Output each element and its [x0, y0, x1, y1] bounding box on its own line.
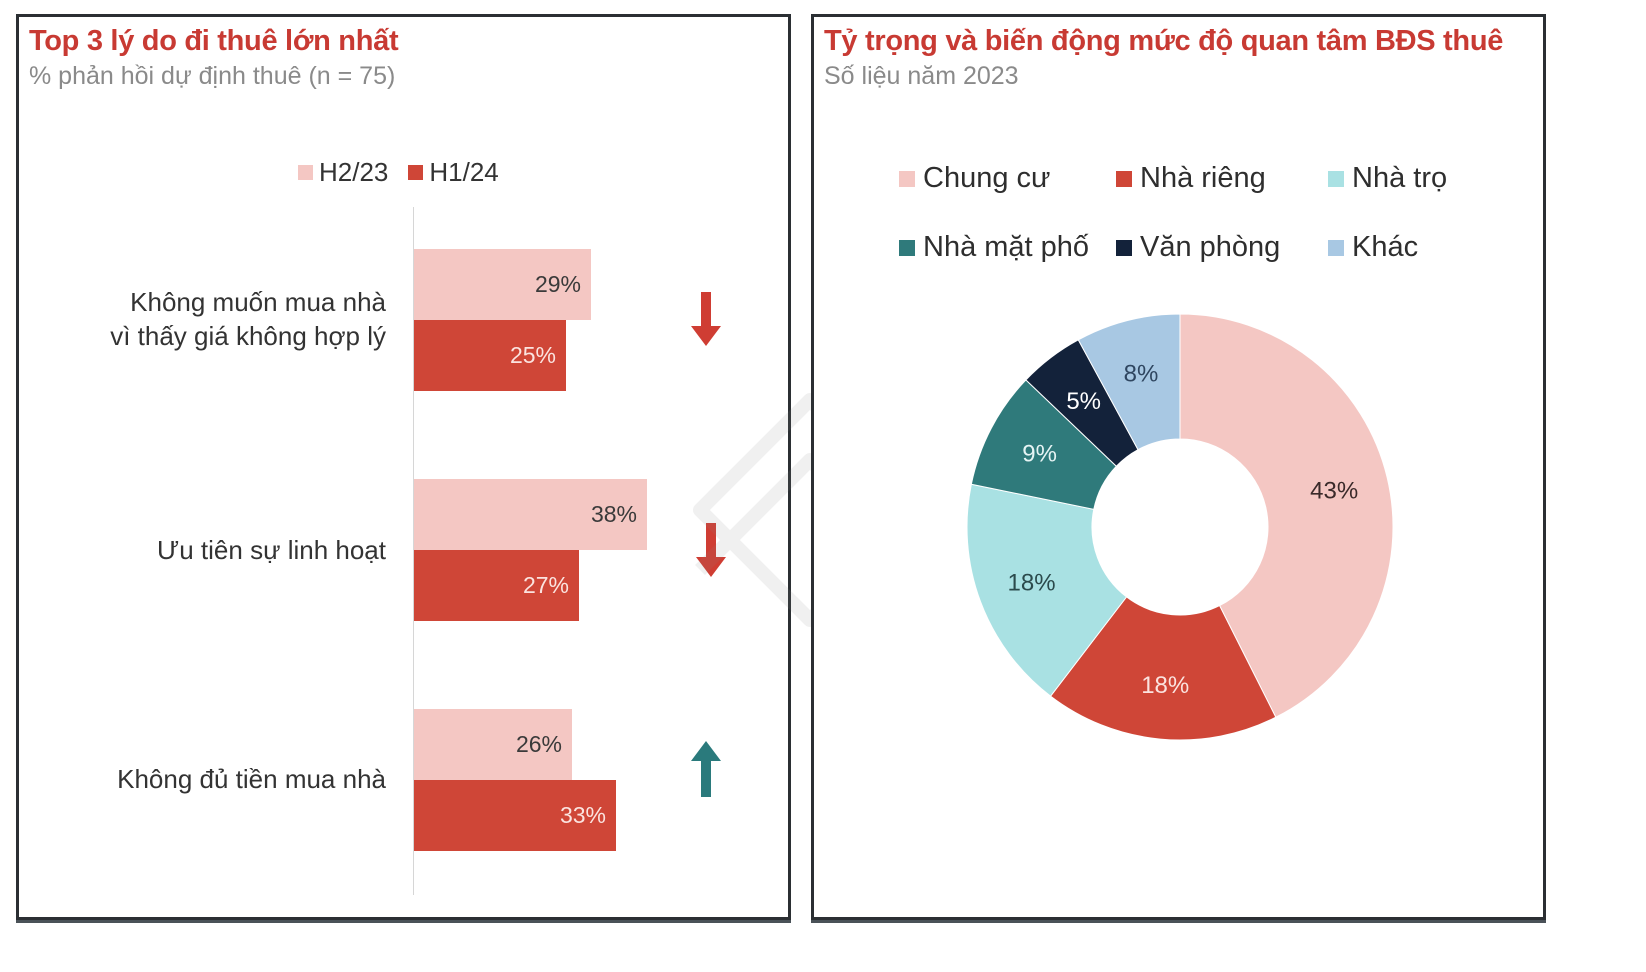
legend-swatch: [1328, 239, 1344, 256]
reasons-chart-panel: Top 3 lý do đi thuê lớn nhất % phản hồi …: [16, 14, 791, 920]
slice-value-label: 43%: [1310, 477, 1358, 504]
legend-item-h2-23: H2/23: [298, 157, 388, 188]
slice-value-label: 18%: [1008, 569, 1056, 596]
category-label: Không muốn mua nhà vì thấy giá không hợp…: [110, 285, 386, 353]
arrow-down-icon: [691, 292, 721, 346]
legend-label: Văn phòng: [1140, 231, 1281, 263]
legend-item-chung-cu: Chung cư: [899, 162, 1050, 195]
slice-value-label: 5%: [1066, 388, 1101, 415]
legend-item-nha-rieng: Nhà riêng: [1116, 162, 1266, 195]
bar-h2-23: 29%: [414, 249, 591, 320]
legend-label: H2/23: [319, 157, 389, 187]
category-label-line: Ưu tiên sự linh hoạt: [157, 535, 386, 565]
bar-value: 25%: [509, 342, 556, 368]
legend-label: Nhà riêng: [1140, 162, 1266, 194]
legend-swatch: [408, 165, 424, 180]
bar-h1-24: 33%: [414, 780, 616, 851]
bar-h2-23: 38%: [414, 479, 647, 550]
donut-chart: 43% 18% 18% 9% 5% 8%: [966, 313, 1394, 741]
legend-swatch: [1116, 239, 1132, 256]
bar-value: 29%: [534, 271, 581, 297]
legend-label: Nhà mặt phố: [923, 231, 1090, 263]
legend-item-nha-mat-pho: Nhà mặt phố: [899, 231, 1089, 264]
legend-swatch: [298, 165, 313, 180]
category-label-line: vì thấy giá không hợp lý: [110, 321, 386, 351]
category-label: Ưu tiên sự linh hoạt: [157, 533, 386, 567]
legend-label: Khác: [1352, 231, 1419, 263]
chart-subtitle: Số liệu năm 2023: [824, 62, 1019, 90]
bar-h2-23: 26%: [414, 709, 572, 780]
category-label-line: Không đủ tiền mua nhà: [117, 764, 386, 794]
donut-slice-nhà-trọ: [966, 483, 1128, 697]
legend-swatch: [899, 239, 915, 256]
bar-legend: H2/23 H1/24: [298, 157, 519, 188]
legend-label: H1/24: [429, 157, 499, 187]
bar-value: 38%: [590, 501, 637, 527]
legend-item-van-phong: Văn phòng: [1116, 231, 1280, 264]
bar-h1-24: 27%: [414, 550, 579, 621]
category-axis-line: [413, 207, 414, 895]
donut-slice-nhà-riêng: [1049, 596, 1277, 741]
category-label: Không đủ tiền mua nhà: [117, 762, 386, 796]
legend-swatch: [1328, 170, 1344, 187]
category-label-line: Không muốn mua nhà: [130, 287, 386, 317]
donut-slice-khác: [1077, 313, 1181, 451]
legend-swatch: [899, 170, 915, 187]
chart-subtitle: % phản hồi dự định thuê (n = 75): [29, 62, 396, 90]
legend-swatch: [1116, 170, 1132, 187]
slice-value-label: 18%: [1141, 672, 1189, 699]
legend-item-khac: Khác: [1328, 231, 1418, 264]
legend-label: Chung cư: [923, 162, 1051, 194]
chart-title: Top 3 lý do đi thuê lớn nhất: [29, 25, 399, 57]
legend-label: Nhà trọ: [1352, 162, 1448, 194]
slice-value-label: 9%: [1022, 441, 1057, 468]
property-share-chart-panel: Tỷ trọng và biến động mức độ quan tâm BĐ…: [811, 14, 1546, 920]
bar-value: 27%: [522, 572, 569, 598]
slice-value-label: 8%: [1124, 360, 1159, 387]
arrow-up-icon: [691, 741, 721, 797]
chart-title: Tỷ trọng và biến động mức độ quan tâm BĐ…: [824, 25, 1504, 57]
bar-value: 33%: [559, 802, 606, 828]
donut-slice-chung-cư: [1179, 313, 1394, 718]
arrow-down-icon: [696, 523, 726, 577]
bar-h1-24: 25%: [414, 320, 566, 391]
legend-item-nha-tro: Nhà trọ: [1328, 162, 1447, 195]
legend-item-h1-24: H1/24: [408, 157, 499, 188]
bar-value: 26%: [515, 731, 562, 757]
